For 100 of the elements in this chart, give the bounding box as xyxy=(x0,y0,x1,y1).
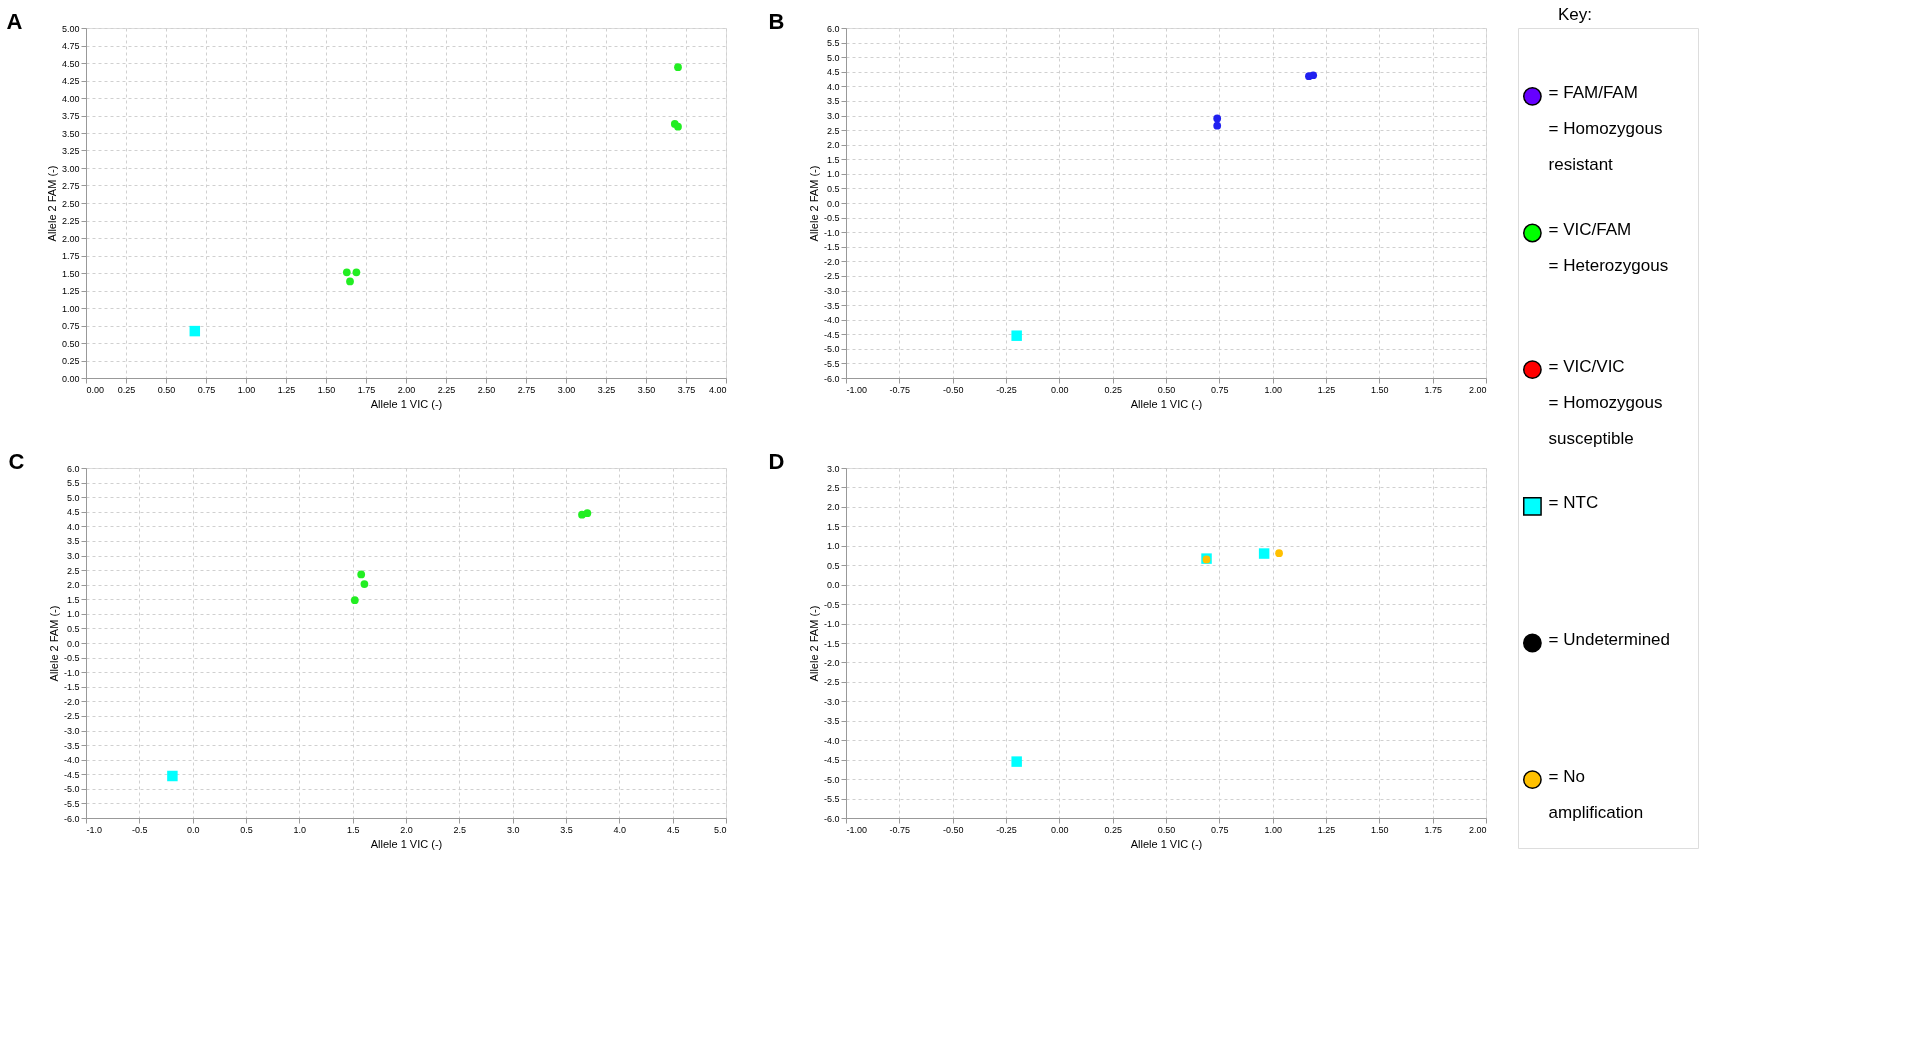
y-tick-label: 1.25 xyxy=(61,286,80,296)
x-tick-label: 2.00 xyxy=(1468,824,1487,835)
x-tick-label: 0.0 xyxy=(186,824,200,835)
y-tick-label: -1.0 xyxy=(823,619,840,630)
x-tick-label: -0.25 xyxy=(996,384,1017,395)
x-tick-label: 3.75 xyxy=(677,384,696,395)
x-axis-title: Allele 1 VIC (-) xyxy=(1130,397,1203,410)
x-tick-label: 0.00 xyxy=(86,384,105,395)
x-axis-title: Allele 1 VIC (-) xyxy=(370,837,443,850)
x-tick-label: -1.0 xyxy=(86,824,103,835)
x-tick-label: -1.00 xyxy=(846,384,868,395)
x-tick-label: 0.75 xyxy=(197,384,216,395)
x-tick-label: -0.75 xyxy=(889,824,911,835)
y-tick-label: -1.0 xyxy=(63,667,80,678)
x-tick-label: 3.0 xyxy=(506,824,520,835)
y-tick-label: 5.0 xyxy=(826,52,840,63)
y-tick-label: -6.0 xyxy=(63,813,80,824)
point xyxy=(1011,756,1022,767)
x-tick-label: 0.50 xyxy=(1157,824,1176,835)
x-tick-label: 0.25 xyxy=(1104,824,1122,835)
y-tick-label: 1.5 xyxy=(826,521,840,532)
y-tick-label: -4.0 xyxy=(823,735,840,746)
y-tick-label: 1.50 xyxy=(61,268,80,279)
chart-title: D xyxy=(768,449,785,474)
x-tick-label: 1.25 xyxy=(277,384,296,395)
y-tick-label: 0.50 xyxy=(61,338,80,349)
y-tick-label: -3.0 xyxy=(823,286,840,296)
x-tick-label: 2.5 xyxy=(453,824,467,835)
y-tick-label: 2.0 xyxy=(826,140,840,151)
point xyxy=(1275,549,1283,558)
y-tick-label: 4.75 xyxy=(61,41,80,51)
y-tick-label: 1.75 xyxy=(61,251,80,261)
point xyxy=(1213,114,1222,123)
y-tick-label: -3.0 xyxy=(63,726,80,736)
point xyxy=(583,509,592,518)
y-tick-label: -5.0 xyxy=(823,774,840,785)
point xyxy=(189,325,201,337)
y-tick-label: 0.0 xyxy=(826,580,840,591)
y-tick-label: -6.0 xyxy=(823,813,840,824)
x-tick-label: 4.0 xyxy=(613,824,627,835)
legend-label: = VIC/FAM = Heterozygous xyxy=(1548,220,1669,275)
y-tick-label: 0.5 xyxy=(826,183,840,194)
y-tick-label: 3.25 xyxy=(61,146,80,156)
x-tick-label: 2.00 xyxy=(1468,384,1487,395)
y-tick-label: 5.5 xyxy=(66,478,80,489)
y-tick-label: -2.5 xyxy=(63,711,80,722)
y-tick-label: -4.0 xyxy=(823,315,840,326)
y-tick-label: -2.0 xyxy=(63,696,80,707)
x-tick-label: 1.5 xyxy=(346,824,360,835)
y-tick-label: 4.0 xyxy=(826,81,840,92)
point xyxy=(342,268,351,277)
x-tick-label: 0.00 xyxy=(1051,824,1069,835)
y-tick-label: -4.5 xyxy=(63,769,80,780)
x-tick-label: 0.50 xyxy=(1157,384,1176,395)
y-tick-label: 3.00 xyxy=(61,163,80,174)
point xyxy=(346,277,354,286)
y-tick-label: -3.5 xyxy=(823,716,840,727)
y-tick-label: -0.5 xyxy=(823,599,840,610)
y-tick-label: 3.5 xyxy=(826,96,840,107)
chart-title: A xyxy=(6,9,23,34)
y-tick-label: -1.0 xyxy=(823,227,840,238)
x-tick-label: 2.25 xyxy=(437,384,456,395)
legend-label: = Undetermined xyxy=(1548,630,1671,649)
y-tick-label: -4.5 xyxy=(823,755,840,766)
y-tick-label: 3.0 xyxy=(826,111,840,121)
point xyxy=(357,570,366,579)
y-tick-label: 4.5 xyxy=(826,67,840,78)
x-axis-title: Allele 1 VIC (-) xyxy=(1130,837,1203,850)
x-tick-label: 1.25 xyxy=(1317,384,1336,395)
x-tick-label: 2.0 xyxy=(400,824,413,835)
x-tick-label: -0.5 xyxy=(132,824,148,835)
y-tick-label: 0.5 xyxy=(66,623,80,634)
y-tick-label: -4.0 xyxy=(63,755,80,766)
y-tick-label: 0.00 xyxy=(61,373,80,384)
y-tick-label: 4.25 xyxy=(61,76,80,86)
y-tick-label: 1.5 xyxy=(826,154,840,165)
chart-title: B xyxy=(768,9,785,34)
y-tick-label: -3.0 xyxy=(823,696,840,707)
y-tick-label: 3.0 xyxy=(826,463,840,474)
y-tick-label: -1.5 xyxy=(823,242,840,253)
x-tick-label: 0.25 xyxy=(117,384,136,395)
x-tick-label: -0.25 xyxy=(996,824,1017,835)
x-tick-label: 1.75 xyxy=(1424,824,1442,835)
x-tick-label: 2.00 xyxy=(397,384,416,395)
x-tick-label: 1.50 xyxy=(317,384,336,395)
y-tick-label: 4.50 xyxy=(61,58,80,69)
x-tick-label: 3.50 xyxy=(637,384,656,395)
y-tick-label: 2.5 xyxy=(826,482,840,493)
y-tick-label: 3.50 xyxy=(61,128,80,139)
y-tick-label: 4.0 xyxy=(66,521,80,532)
text: Key: xyxy=(1558,5,1593,24)
point xyxy=(674,63,682,72)
y-tick-label: 0.0 xyxy=(66,638,80,649)
y-tick-label: 3.5 xyxy=(66,536,80,547)
y-tick-label: -5.5 xyxy=(63,798,80,809)
x-tick-label: 2.75 xyxy=(517,384,536,395)
y-tick-label: 0.0 xyxy=(826,198,840,209)
y-tick-label: -3.5 xyxy=(63,740,80,751)
y-tick-label: 1.0 xyxy=(66,609,80,620)
y-tick-label: 5.0 xyxy=(66,492,80,503)
